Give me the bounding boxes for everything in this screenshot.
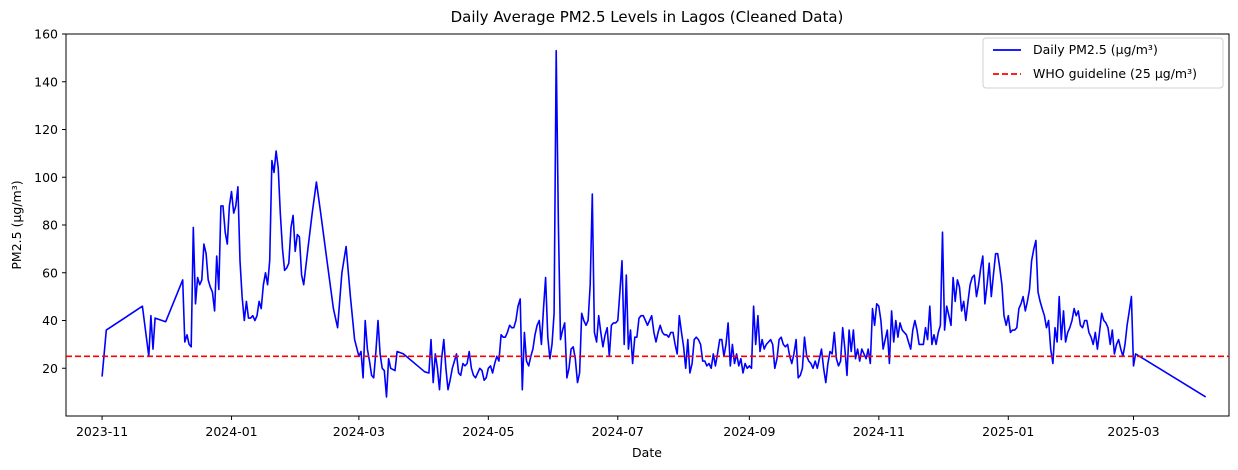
x-tick-label: 2024-11: [853, 424, 905, 439]
series-layer: [66, 49, 1229, 398]
y-tick-label: 120: [34, 122, 58, 137]
x-tick-label: 2024-01: [205, 424, 257, 439]
y-axis: 20 40 60 80 100 120 140 160: [34, 27, 66, 376]
y-tick-label: 140: [34, 74, 58, 89]
plot-area: [65, 33, 1230, 417]
series-line-daily-pm25: [101, 49, 1207, 398]
x-tick-label: 2024-09: [723, 424, 775, 439]
x-tick-label: 2024-07: [592, 424, 644, 439]
x-tick-label: 2023-11: [76, 424, 128, 439]
x-axis-label: Date: [632, 445, 662, 460]
plot-frame: [65, 33, 1230, 417]
y-tick-label: 60: [42, 265, 58, 280]
y-tick-label: 80: [42, 218, 58, 233]
chart-title: Daily Average PM2.5 Levels in Lagos (Cle…: [451, 8, 844, 26]
x-tick-label: 2024-05: [462, 424, 514, 439]
x-tick-label: 2024-03: [333, 424, 385, 439]
y-tick-label: 160: [34, 27, 58, 42]
legend: Daily PM2.5 (µg/m³) WHO guideline (25 µg…: [982, 37, 1224, 89]
x-tick-label: 2025-01: [982, 424, 1034, 439]
y-tick-label: 40: [42, 313, 58, 328]
legend-box: [982, 37, 1224, 89]
x-tick-label: 2025-03: [1107, 424, 1159, 439]
y-tick-label: 100: [34, 170, 58, 185]
legend-label-who: WHO guideline (25 µg/m³): [1033, 66, 1197, 81]
y-tick-label: 20: [42, 361, 58, 376]
x-axis: 2023-11 2024-01 2024-03 2024-05 2024-07 2024-…: [76, 416, 1160, 439]
y-axis-label: PM2.5 (µg/m³): [9, 180, 24, 269]
legend-label-daily: Daily PM2.5 (µg/m³): [1033, 42, 1158, 57]
